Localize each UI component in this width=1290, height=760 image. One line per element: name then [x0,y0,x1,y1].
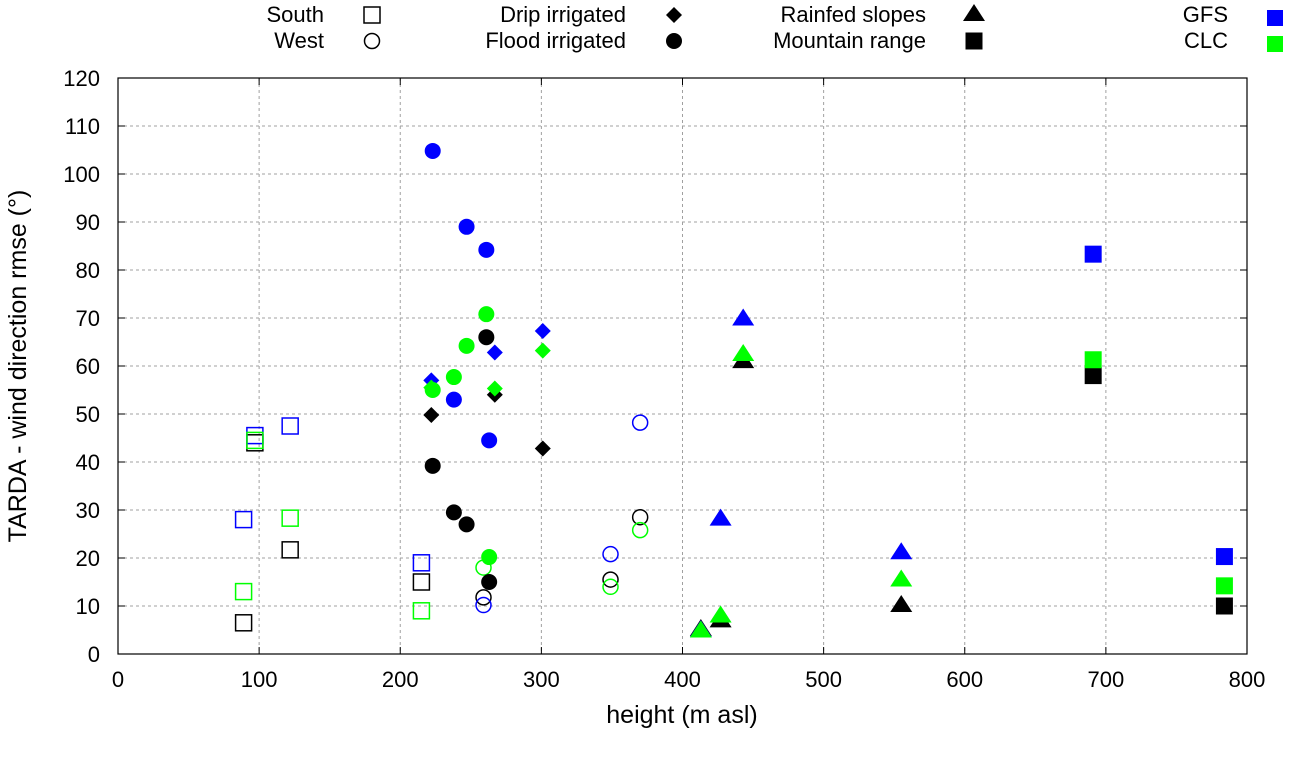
data-point-west-gfs [602,545,619,563]
data-point-drip-irrigated-gfs [486,344,503,361]
data-point-drip-irrigated-tarda [534,440,551,457]
data-point-south-clc [412,602,431,620]
axis-ticks: 0 100 200 300 400 500 600 700 800 0 10 20 30 40 50 60 70… [63,66,1265,692]
y-tick-label: 120 [63,66,100,91]
x-tick-label: 600 [946,667,983,692]
data-point-rainfed-slopes-gfs [709,508,732,526]
legend-label: GFS [1183,2,1228,27]
legend-label: Rainfed slopes [780,2,926,27]
data-point-mountain-range-tarda [1215,597,1233,615]
data-point-south-clc [246,431,264,450]
data-point-rainfed-slopes-gfs [890,542,913,560]
data-point-west-clc [631,521,649,539]
data-point-flood-irrigated-gfs [478,241,495,258]
data-point-mountain-range-clc [1215,577,1233,595]
data-point-flood-irrigated-clc [424,382,441,398]
data-point-rainfed-slopes-clc [689,620,712,638]
data-point-flood-irrigated-clc [458,337,475,354]
data-point-mountain-range-tarda [1084,367,1102,385]
y-tick-label: 110 [65,114,100,139]
data-point-south-tarda [234,614,253,632]
y-tick-label: 40 [76,450,100,475]
y-tick-label: 0 [88,642,100,667]
data-point-drip-irrigated-tarda [423,406,440,423]
y-tick-label: 100 [63,162,100,187]
data-point-south-tarda [412,573,431,591]
legend-label: West [274,28,324,53]
data-point-west-tarda [475,589,492,606]
data-point-flood-irrigated-gfs [424,142,441,159]
legend-label: South [267,2,325,27]
legend-marker-filled-circle-icon [666,33,682,49]
data-point-rainfed-slopes-clc [732,343,755,361]
x-tick-label: 500 [805,667,842,692]
x-tick-label: 200 [382,667,419,692]
data-point-rainfed-slopes-clc [890,569,913,587]
data-point-south-tarda [281,541,299,559]
legend-label: Flood irrigated [485,28,626,53]
data-point-flood-irrigated-tarda [478,329,495,346]
x-axis-label: height (m asl) [606,701,757,729]
legend-marker-open-circle-icon [363,32,381,50]
data-point-west-tarda [631,508,649,526]
data-point-rainfed-slopes-gfs [732,308,755,326]
data-point-flood-irrigated-clc [445,369,462,386]
data-point-west-clc [602,578,619,596]
y-tick-label: 20 [76,546,100,571]
data-point-mountain-range-gfs [1084,245,1102,263]
x-tick-label: 800 [1229,667,1266,692]
data-point-west-tarda [602,571,619,588]
legend-label: Drip irrigated [500,2,626,27]
y-axis-label: TARDA - wind direction rmse (°) [4,190,32,543]
legend-label: CLC [1184,28,1228,53]
legend-marker-filled-triangle-icon [963,4,985,21]
y-tick-label: 50 [76,402,100,427]
data-points [234,142,1233,638]
data-point-west-gfs [631,414,649,431]
data-point-drip-irrigated-clc [534,342,551,359]
y-tick-label: 70 [76,306,100,331]
data-point-flood-irrigated-gfs [458,218,475,235]
y-tick-label: 30 [76,498,100,523]
legend-color-swatch-icon [1267,36,1283,52]
x-tick-label: 300 [523,667,560,692]
legend-color-swatch-icon [1267,10,1283,26]
data-point-flood-irrigated-clc [481,549,498,566]
data-point-flood-irrigated-gfs [445,391,462,408]
legend-label: Mountain range [773,28,926,53]
data-point-south-gfs [412,554,431,572]
x-tick-label: 700 [1088,667,1125,692]
data-point-drip-irrigated-clc [486,380,503,397]
data-point-south-clc [234,582,253,601]
legend-marker-filled-square-icon [965,32,983,50]
data-point-flood-irrigated-gfs [481,432,498,449]
x-tick-label: 100 [241,667,278,692]
data-point-flood-irrigated-clc [478,306,495,323]
grid-lines [118,78,1247,654]
y-tick-label: 60 [76,354,100,379]
data-point-south-clc [281,509,299,527]
x-tick-label: 400 [664,667,701,692]
data-point-drip-irrigated-gfs [534,322,551,339]
data-point-mountain-range-clc [1084,351,1102,369]
y-tick-label: 80 [76,258,100,283]
legend-marker-open-square-icon [363,6,381,24]
data-point-rainfed-slopes-tarda [890,595,913,612]
legend-marker-filled-diamond-icon [666,7,682,23]
x-tick-label: 0 [112,667,124,692]
data-point-flood-irrigated-tarda [445,504,462,521]
data-point-south-gfs [234,510,253,529]
data-point-flood-irrigated-tarda [458,516,475,533]
data-point-south-gfs [281,417,299,435]
data-point-rainfed-slopes-clc [709,605,732,623]
data-point-flood-irrigated-tarda [424,457,441,474]
data-point-flood-irrigated-tarda [481,574,498,590]
data-point-south-gfs [246,426,264,445]
data-point-mountain-range-gfs [1215,548,1233,566]
y-tick-label: 10 [76,594,100,619]
y-tick-label: 90 [76,210,100,235]
data-point-west-gfs [475,596,492,614]
